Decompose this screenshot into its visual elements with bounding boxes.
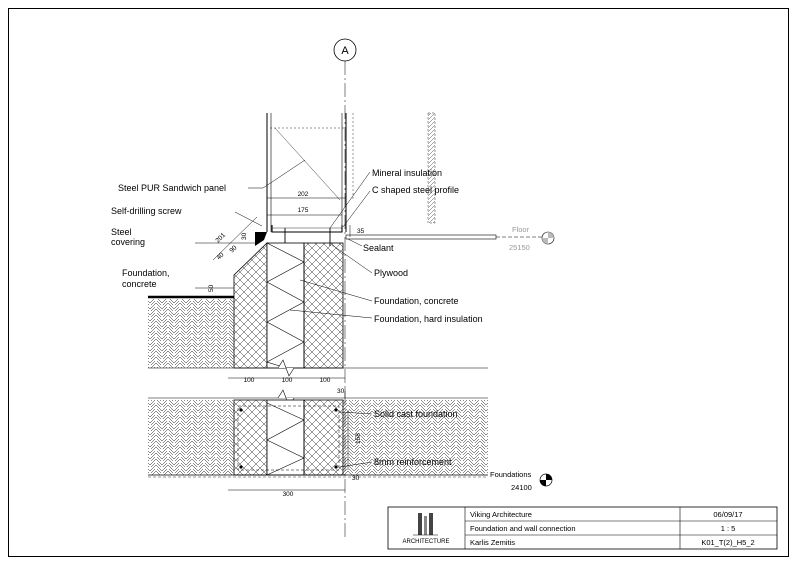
label-self-drilling-screw: Self-drilling screw [111, 206, 182, 216]
viking-logo: ARCHITECTURE [402, 513, 450, 545]
label-steel-pur-panel: Steel PUR Sandwich panel [118, 183, 226, 193]
dim-30-mid: 30 [337, 388, 345, 395]
title-drawing-title: Foundation and wall connection [470, 524, 576, 533]
label-mineral-insulation: Mineral insulation [372, 168, 442, 178]
dim-30-left: 30 [241, 232, 248, 240]
drawing-sheet-border [8, 8, 789, 557]
dimension-lines [212, 197, 351, 491]
level-foundations-value: 24100 [511, 483, 532, 492]
dim-90: 90 [228, 244, 238, 254]
foundation-lower [148, 399, 488, 478]
level-foundations-label: Foundations [490, 470, 532, 479]
label-reinforcement: 8mm reinforcement [374, 457, 452, 467]
label-plywood: Plywood [374, 268, 408, 278]
grid-marker-label: A [341, 45, 349, 57]
dim-40: 40 [215, 251, 225, 261]
dim-100-a: 100 [244, 377, 255, 384]
dim-202: 202 [298, 191, 309, 198]
sandwich-panel [266, 112, 436, 232]
title-scale: 1 : 5 [721, 524, 736, 533]
title-block: ARCHITECTURE Viking Architecture 06/09/1… [387, 506, 778, 550]
label-c-shaped-profile: C shaped steel profile [372, 185, 459, 195]
label-steel-covering-line2: covering [111, 237, 145, 247]
title-date: 06/09/17 [713, 510, 742, 519]
level-marker-foundations [539, 473, 553, 487]
level-marker-floor [541, 231, 555, 245]
title-drawing-number: K01_T(2)_H5_2 [701, 538, 754, 547]
label-foundation-hard-insulation: Foundation, hard insulation [374, 314, 483, 324]
label-foundation-concrete-left-line2: concrete [122, 279, 157, 289]
foundation-upper [148, 242, 344, 369]
logo-text: ARCHITECTURE [402, 539, 449, 545]
title-author: Karlis Zemitis [470, 538, 515, 547]
label-foundation-concrete-right: Foundation, concrete [374, 296, 459, 306]
dim-50: 50 [208, 284, 215, 292]
dim-158: 158 [355, 433, 362, 444]
title-company: Viking Architecture [470, 510, 532, 519]
dim-35: 35 [357, 228, 365, 235]
dim-100-c: 100 [320, 377, 331, 384]
leader-lines [195, 159, 373, 468]
level-floor-value: 25150 [509, 243, 530, 252]
label-sealant: Sealant [363, 243, 394, 253]
label-steel-covering-line1: Steel [111, 227, 132, 237]
dim-100-b: 100 [282, 377, 293, 384]
dim-175: 175 [298, 207, 309, 214]
label-solid-cast-foundation: Solid cast foundation [374, 409, 458, 419]
label-foundation-concrete-left-line1: Foundation, [122, 268, 170, 278]
level-floor-label: Floor [512, 225, 530, 234]
dim-300: 300 [283, 491, 294, 498]
dim-201: 201 [214, 232, 227, 245]
floor-slab [345, 234, 545, 240]
dim-30-bottom: 30 [352, 475, 360, 482]
